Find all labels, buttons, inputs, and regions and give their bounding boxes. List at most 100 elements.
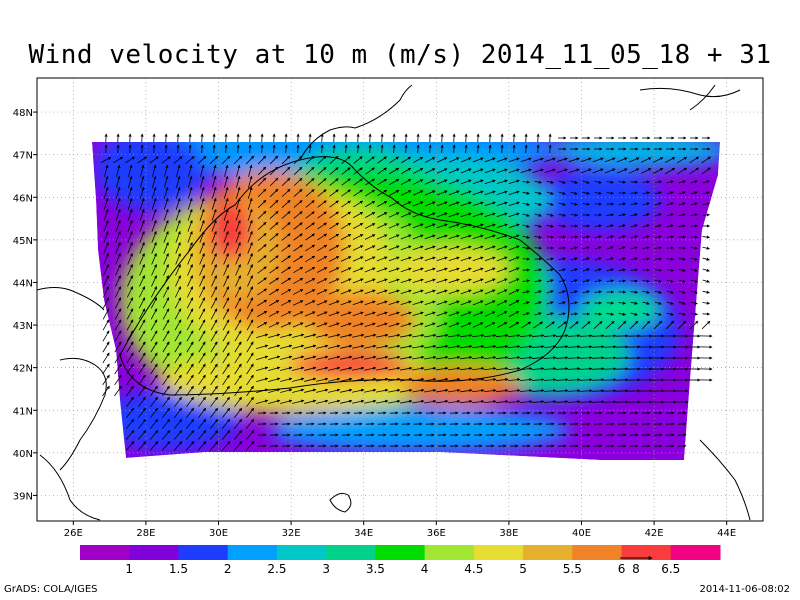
wind-vector xyxy=(150,308,158,320)
wind-vector xyxy=(126,286,134,298)
wind-vector xyxy=(702,301,710,305)
wind-vector xyxy=(654,191,662,195)
wind-vector xyxy=(127,275,133,287)
wind-vector xyxy=(341,156,351,164)
wind-vector xyxy=(690,301,698,305)
wind-vector xyxy=(211,264,217,276)
wind-vector xyxy=(548,133,552,143)
wind-vector xyxy=(603,356,617,360)
wind-vector xyxy=(199,197,205,210)
wind-vector xyxy=(388,322,400,328)
wind-vector xyxy=(388,212,400,218)
wind-vector xyxy=(210,341,218,353)
wind-vector xyxy=(377,178,388,186)
wind-vector xyxy=(580,157,592,163)
wind-vector xyxy=(508,168,520,174)
wind-vector xyxy=(247,208,253,221)
lat-tick-label: 41N xyxy=(13,406,33,417)
wind-vector xyxy=(702,191,710,195)
wind-vector xyxy=(186,330,194,342)
wind-vector xyxy=(522,246,530,250)
wind-vector xyxy=(412,223,424,229)
wind-vector xyxy=(580,168,592,174)
wind-vector xyxy=(606,268,614,272)
wind-vector xyxy=(341,222,352,230)
wind-vector xyxy=(151,197,157,210)
wind-vector xyxy=(570,312,579,316)
wind-vector xyxy=(388,311,400,317)
wind-vector xyxy=(641,320,651,330)
wind-vector xyxy=(304,278,316,284)
wind-vector xyxy=(460,267,472,273)
wind-vector xyxy=(316,255,328,263)
wind-vector xyxy=(618,213,626,217)
wind-vector xyxy=(412,355,425,360)
wind-vector xyxy=(305,155,315,165)
wind-vector xyxy=(412,300,424,306)
wind-vector xyxy=(594,290,602,294)
wind-vector xyxy=(582,202,590,206)
lat-tick-label: 48N xyxy=(13,108,33,119)
wind-vector xyxy=(210,286,218,298)
latitude-labels: 39N 40N 41N 42N 43N 44N 45N 46N 47N 48N xyxy=(13,108,37,502)
wind-vector xyxy=(436,190,448,196)
wind-vector xyxy=(340,322,352,328)
wind-vector xyxy=(127,175,133,188)
wind-vector xyxy=(652,157,664,163)
wind-vector xyxy=(234,330,242,342)
lon-tick-label: 38E xyxy=(499,528,518,539)
wind-vector xyxy=(484,190,496,196)
wind-vector xyxy=(127,241,133,254)
wind-vector xyxy=(546,290,554,294)
wind-vector xyxy=(163,252,169,265)
wind-vector xyxy=(257,188,267,198)
wind-vector xyxy=(400,278,412,284)
lon-tick-label: 40E xyxy=(572,528,591,539)
wind-vector xyxy=(316,311,328,317)
wind-vector xyxy=(591,345,605,349)
wind-vector xyxy=(102,319,110,331)
wind-vector xyxy=(246,352,254,364)
wind-vector xyxy=(570,202,578,206)
wind-vector xyxy=(198,319,206,331)
wind-vector xyxy=(522,312,530,316)
wind-vector xyxy=(484,311,496,317)
wind-vector xyxy=(352,300,364,306)
wind-vector xyxy=(280,300,292,306)
wind-vector xyxy=(678,224,686,228)
wind-vector xyxy=(329,178,339,186)
wind-vector xyxy=(352,278,364,284)
wind-vector xyxy=(197,155,207,165)
wind-vector xyxy=(284,133,288,143)
wind-vector xyxy=(508,311,520,317)
wind-vector xyxy=(376,212,388,218)
wind-vector xyxy=(272,133,276,143)
wind-vector xyxy=(654,202,662,206)
wind-vector xyxy=(365,167,375,175)
wind-vector xyxy=(175,241,181,254)
wind-vector xyxy=(570,191,578,195)
wind-vector xyxy=(460,333,473,338)
wind-vector xyxy=(199,230,205,243)
wind-vector xyxy=(127,230,133,243)
wind-vector xyxy=(400,300,412,306)
wind-vector xyxy=(522,235,530,239)
wind-vector xyxy=(175,175,181,188)
wind-vector xyxy=(211,208,217,221)
timestamp: 2014-11-06-08:02 xyxy=(699,584,790,595)
wind-vector xyxy=(352,333,365,338)
wind-vector xyxy=(488,133,492,143)
wind-vector xyxy=(186,297,194,309)
wind-vector xyxy=(328,311,340,317)
wind-vector xyxy=(545,321,555,329)
wind-vector xyxy=(151,230,157,243)
wind-vector xyxy=(654,180,662,184)
wind-vector xyxy=(198,330,206,342)
wind-vector xyxy=(377,189,388,197)
wind-vector xyxy=(281,266,292,274)
wind-vector xyxy=(103,186,109,199)
wind-vector xyxy=(472,256,484,262)
wind-vector xyxy=(592,157,604,163)
wind-vector xyxy=(281,199,291,208)
wind-vector xyxy=(139,252,145,265)
